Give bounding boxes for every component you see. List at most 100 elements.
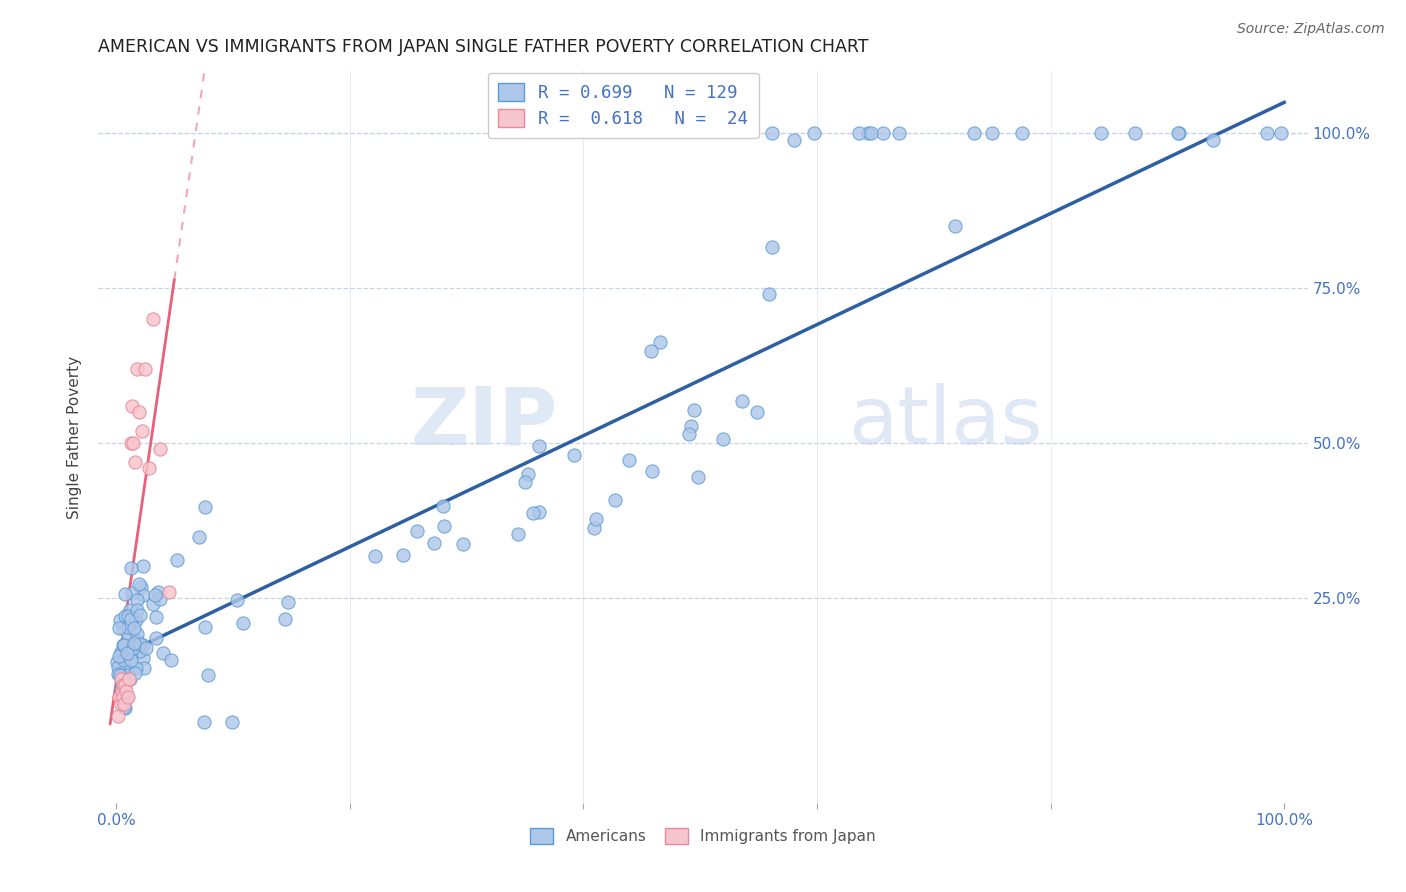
Point — [114, 587, 136, 601]
Point — [527, 438, 550, 452]
Point — [422, 536, 444, 550]
Point — [115, 690, 138, 705]
Point — [758, 287, 780, 301]
Point — [115, 662, 138, 676]
Point — [135, 640, 157, 655]
Point — [132, 638, 155, 652]
Point — [678, 426, 700, 441]
Point — [392, 548, 415, 562]
Point — [508, 527, 530, 541]
Point — [138, 461, 160, 475]
Point — [128, 405, 150, 419]
Point — [111, 676, 134, 690]
Point — [124, 455, 146, 469]
Point — [188, 530, 211, 544]
Point — [1202, 132, 1225, 146]
Point — [118, 602, 141, 616]
Point — [640, 464, 662, 478]
Point — [121, 637, 143, 651]
Point — [522, 506, 544, 520]
Point — [603, 492, 626, 507]
Point — [120, 612, 142, 626]
Point — [406, 524, 429, 538]
Point — [143, 589, 166, 603]
Point — [1270, 126, 1292, 140]
Point — [128, 607, 150, 622]
Point — [274, 612, 297, 626]
Point — [108, 667, 131, 681]
Point — [451, 536, 474, 550]
Point — [194, 500, 217, 515]
Point — [107, 660, 129, 674]
Point — [112, 638, 135, 652]
Point — [120, 673, 142, 687]
Point — [121, 586, 143, 600]
Point — [105, 655, 128, 669]
Point — [112, 638, 135, 652]
Point — [149, 442, 172, 457]
Point — [110, 672, 132, 686]
Point — [142, 312, 165, 326]
Point — [118, 647, 141, 661]
Point — [132, 588, 155, 602]
Point — [1256, 126, 1278, 140]
Point — [117, 667, 139, 681]
Point — [107, 648, 129, 663]
Point — [121, 609, 143, 624]
Point — [121, 640, 143, 655]
Point — [132, 661, 155, 675]
Point — [859, 126, 882, 140]
Point — [761, 126, 783, 140]
Point — [117, 646, 139, 660]
Point — [117, 648, 139, 663]
Point — [115, 684, 138, 698]
Point — [125, 613, 148, 627]
Text: atlas: atlas — [848, 384, 1042, 461]
Point — [117, 690, 139, 705]
Point — [686, 470, 709, 484]
Point — [125, 661, 148, 675]
Point — [157, 585, 180, 599]
Point — [108, 690, 131, 705]
Point — [194, 620, 217, 634]
Point — [1123, 126, 1146, 140]
Point — [364, 549, 387, 563]
Text: Source: ZipAtlas.com: Source: ZipAtlas.com — [1237, 22, 1385, 37]
Point — [110, 697, 132, 711]
Point — [107, 621, 129, 635]
Point — [114, 700, 136, 714]
Point — [129, 581, 152, 595]
Text: AMERICAN VS IMMIGRANTS FROM JAPAN SINGLE FATHER POVERTY CORRELATION CHART: AMERICAN VS IMMIGRANTS FROM JAPAN SINGLE… — [98, 38, 869, 56]
Point — [117, 620, 139, 634]
Point — [682, 402, 704, 417]
Text: ZIP: ZIP — [411, 384, 558, 461]
Point — [122, 621, 145, 635]
Point — [232, 616, 254, 631]
Point — [110, 645, 132, 659]
Point — [132, 559, 155, 574]
Point — [887, 126, 910, 140]
Point — [111, 678, 134, 692]
Point — [152, 646, 174, 660]
Point — [650, 334, 672, 349]
Point — [761, 240, 783, 254]
Point — [125, 626, 148, 640]
Point — [149, 591, 172, 606]
Point — [145, 610, 167, 624]
Point — [125, 603, 148, 617]
Point — [731, 394, 754, 409]
Point — [112, 653, 135, 667]
Point — [225, 593, 247, 607]
Point — [128, 577, 150, 591]
Legend: Americans, Immigrants from Japan: Americans, Immigrants from Japan — [524, 822, 882, 850]
Point — [131, 424, 153, 438]
Point — [117, 632, 139, 647]
Point — [585, 512, 607, 526]
Point — [433, 519, 456, 533]
Point — [803, 126, 825, 140]
Point — [124, 665, 146, 680]
Point — [277, 594, 299, 608]
Point — [564, 448, 586, 462]
Point — [125, 592, 148, 607]
Point — [515, 475, 537, 489]
